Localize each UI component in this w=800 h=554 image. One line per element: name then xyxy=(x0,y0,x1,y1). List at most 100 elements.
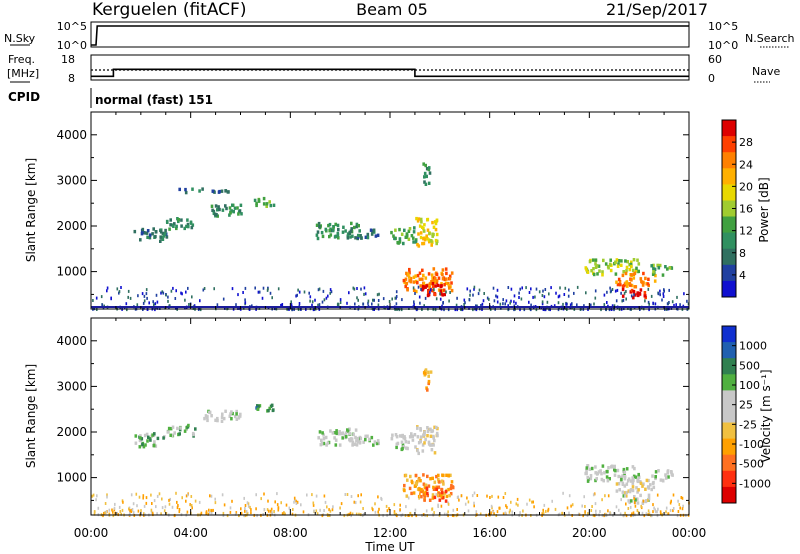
velocity-cell-3 xyxy=(267,408,270,413)
power-cell-12 xyxy=(591,258,595,262)
power-cell-5 xyxy=(320,230,324,235)
power-clutter-cell xyxy=(668,288,670,292)
power-clutter-cell xyxy=(541,294,544,297)
power-colorbar-tick-label: 20 xyxy=(739,180,753,193)
velocity-cell-12 xyxy=(652,485,656,490)
power-clutter-cell xyxy=(348,291,350,295)
power-cell-10 xyxy=(404,277,408,281)
velocity-clutter-cell xyxy=(150,510,153,514)
power-cell-2 xyxy=(236,206,239,210)
power-cell-10 xyxy=(430,273,434,277)
velocity-colorbar-swatch xyxy=(722,486,736,504)
power-cell-13 xyxy=(630,283,634,288)
power-clutter-cell xyxy=(244,298,246,302)
velocity-clutter-cell xyxy=(277,506,280,510)
velocity-cell-7 xyxy=(422,433,425,437)
power-cell-12 xyxy=(622,270,625,274)
power-clutter-cell xyxy=(413,300,415,304)
velocity-cell-13 xyxy=(641,501,645,505)
velocity-cell-9 xyxy=(410,479,414,483)
power-cell-13 xyxy=(646,282,650,286)
velocity-cell-14 xyxy=(666,471,670,475)
power-cell-2 xyxy=(225,206,228,211)
power-cell-14 xyxy=(621,294,625,298)
velocity-cell-9 xyxy=(451,485,455,490)
velocity-clutter-cell xyxy=(533,505,535,509)
velocity-clutter-cell xyxy=(447,510,449,514)
power-ytick-label: 2000 xyxy=(56,219,87,233)
power-cell-10 xyxy=(430,280,433,284)
velocity-clutter-cell xyxy=(326,505,328,509)
velocity-clutter-cell xyxy=(131,508,134,511)
power-clutter-cell xyxy=(384,306,386,310)
power-clutter-cell xyxy=(165,293,167,297)
power-cell-8 xyxy=(423,223,426,227)
power-cell-10 xyxy=(408,279,411,283)
velocity-cell-7 xyxy=(433,425,436,429)
velocity-clutter-cell xyxy=(250,511,252,515)
power-cell-2 xyxy=(229,211,232,215)
power-cell-5 xyxy=(321,234,325,239)
power-cell-12 xyxy=(631,268,635,273)
x-tick-label: 04:00 xyxy=(173,526,208,540)
power-colorbar-swatch xyxy=(722,152,736,169)
velocity-cell-5 xyxy=(349,437,353,441)
velocity-clutter-cell xyxy=(277,508,280,512)
velocity-cell-2 xyxy=(228,414,232,418)
velocity-cell-11 xyxy=(614,469,617,473)
velocity-clutter-cell xyxy=(455,514,458,518)
power-cell-2 xyxy=(221,208,225,212)
velocity-clutter-cell xyxy=(321,514,324,518)
power-colorbar-swatch xyxy=(722,184,736,201)
power-cell-12 xyxy=(586,270,590,274)
power-cell-10 xyxy=(448,274,452,278)
nsky-tick-bottom: 10^0 xyxy=(57,39,87,52)
velocity-clutter-cell xyxy=(517,503,519,507)
power-clutter-cell xyxy=(603,293,606,297)
power-cell-0 xyxy=(159,228,163,232)
power-cell-1 xyxy=(168,227,171,231)
velocity-cell-12 xyxy=(631,488,635,493)
power-cell-5 xyxy=(351,234,354,238)
velocity-cell-7 xyxy=(429,434,433,438)
velocity-clutter-cell xyxy=(102,514,104,518)
velocity-cell-5 xyxy=(377,441,380,446)
velocity-clutter-cell xyxy=(615,505,618,509)
power-clutter-cell xyxy=(472,293,474,297)
velocity-clutter-cell xyxy=(209,494,211,498)
velocity-cell-5 xyxy=(362,440,365,444)
power-cell-10 xyxy=(440,282,443,286)
power-clutter-cell xyxy=(298,290,301,294)
velocity-cell-5 xyxy=(349,439,352,443)
power-cell-14 xyxy=(630,288,634,293)
velocity-cell-12 xyxy=(624,491,627,495)
x-tick-label: 16:00 xyxy=(472,526,507,540)
velocity-clutter-cell xyxy=(625,502,627,506)
velocity-cell-11 xyxy=(589,476,593,481)
power-clutter-cell xyxy=(308,291,310,295)
power-cell-12 xyxy=(588,259,592,264)
velocity-cell-6 xyxy=(410,432,413,436)
power-clutter-cell xyxy=(544,308,547,312)
power-clutter-cell xyxy=(469,289,471,293)
power-cell-12 xyxy=(625,269,628,273)
velocity-cell-9 xyxy=(450,484,453,488)
velocity-cell-12 xyxy=(631,485,635,489)
power-cell-11 xyxy=(431,282,435,286)
power-clutter-cell xyxy=(496,295,499,299)
velocity-clutter-cell xyxy=(95,498,97,502)
power-cell-6 xyxy=(364,235,368,239)
velocity-clutter-cell xyxy=(274,500,276,504)
power-clutter-cell xyxy=(199,299,201,303)
power-cell-5 xyxy=(328,228,331,233)
power-cell-9 xyxy=(428,171,432,175)
velocity-clutter-cell xyxy=(590,509,593,512)
power-cell-15 xyxy=(652,270,655,274)
velocity-cell-8 xyxy=(429,370,433,374)
power-cell-1 xyxy=(172,224,175,228)
power-clutter-cell xyxy=(481,302,484,306)
velocity-cell-10 xyxy=(437,485,441,489)
velocity-clutter-cell xyxy=(194,499,197,503)
velocity-clutter-cell xyxy=(243,496,245,500)
